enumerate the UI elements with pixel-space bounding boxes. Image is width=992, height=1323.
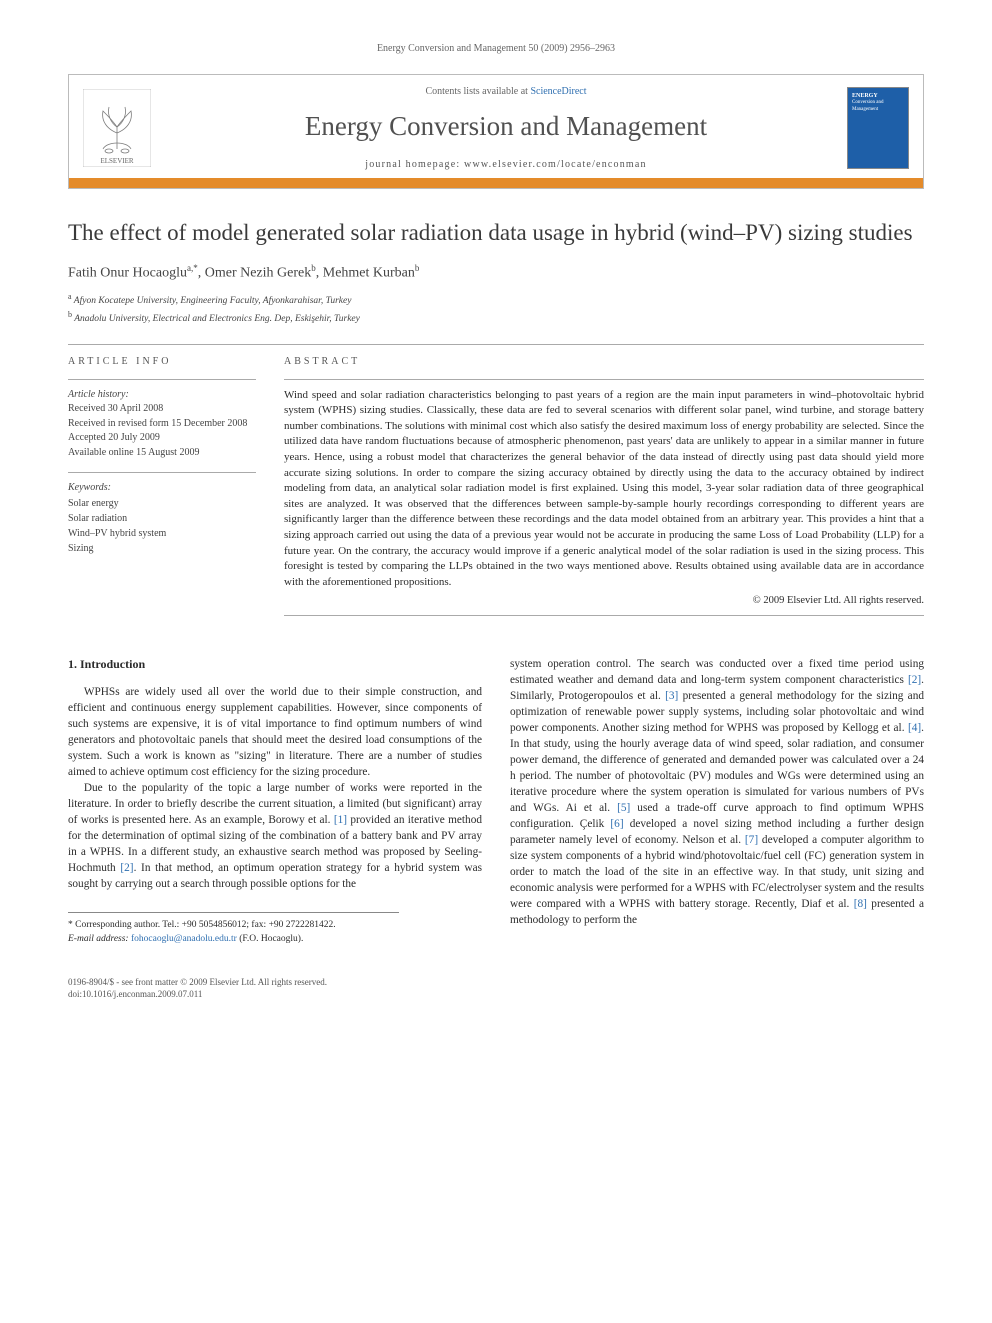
author-1: Fatih Onur Hocaoglu: [68, 265, 187, 280]
divider: [68, 344, 924, 345]
article-info-column: ARTICLE INFO Article history: Received 3…: [68, 355, 256, 624]
citation-link[interactable]: [3]: [665, 690, 678, 702]
sciencedirect-link[interactable]: ScienceDirect: [530, 86, 586, 97]
citation-link[interactable]: [4]: [908, 722, 921, 734]
body-two-column: 1. Introduction WPHSs are widely used al…: [68, 656, 924, 946]
citation-link[interactable]: [2]: [120, 862, 133, 874]
section-heading-1: 1. Introduction: [68, 656, 482, 672]
article-history: Article history: Received 30 April 2008 …: [68, 388, 256, 461]
contents-available: Contents lists available at ScienceDirec…: [165, 85, 847, 99]
elsevier-wordmark: ELSEVIER: [100, 157, 133, 165]
paragraph: Due to the popularity of the topic a lar…: [68, 780, 482, 892]
email-link[interactable]: fohocaoglu@anadolu.edu.tr: [131, 934, 237, 944]
abstract-copyright: © 2009 Elsevier Ltd. All rights reserved…: [284, 594, 924, 608]
journal-header: ELSEVIER Contents lists available at Sci…: [68, 74, 924, 189]
abstract-heading: ABSTRACT: [284, 355, 924, 369]
citation-link[interactable]: [7]: [745, 834, 758, 846]
header-accent-bar: [69, 178, 923, 188]
body-column-right: system operation control. The search was…: [510, 656, 924, 946]
elsevier-tree-logo: ELSEVIER: [83, 89, 151, 167]
citation-link[interactable]: [2]: [908, 674, 921, 686]
keywords-label: Keywords:: [68, 481, 256, 496]
article-info-heading: ARTICLE INFO: [68, 355, 256, 369]
article-title: The effect of model generated solar radi…: [68, 219, 924, 248]
corresponding-author: * Corresponding author. Tel.: +90 505485…: [68, 912, 399, 946]
author-list: Fatih Onur Hocaoglua,*, Omer Nezih Gerek…: [68, 262, 924, 284]
running-head: Energy Conversion and Management 50 (200…: [68, 42, 924, 56]
author-2: Omer Nezih Gerek: [205, 265, 312, 280]
journal-cover-thumb: ENERGY Conversion and Management: [847, 87, 909, 169]
citation-link[interactable]: [1]: [334, 814, 347, 826]
citation-link[interactable]: [6]: [610, 818, 623, 830]
journal-title: Energy Conversion and Management: [165, 108, 847, 144]
citation-link[interactable]: [8]: [854, 898, 867, 910]
paragraph: system operation control. The search was…: [510, 656, 924, 929]
keywords-list: Solar energy Solar radiation Wind–PV hyb…: [68, 496, 256, 556]
abstract-column: ABSTRACT Wind speed and solar radiation …: [284, 355, 924, 624]
body-column-left: 1. Introduction WPHSs are widely used al…: [68, 656, 482, 946]
paragraph: WPHSs are widely used all over the world…: [68, 684, 482, 780]
author-3: Mehmet Kurban: [323, 265, 415, 280]
abstract-text: Wind speed and solar radiation character…: [284, 388, 924, 591]
journal-homepage: journal homepage: www.elsevier.com/locat…: [165, 158, 847, 172]
footer: 0196-8904/$ - see front matter © 2009 El…: [68, 976, 924, 1000]
affiliations: a Afyon Kocatepe University, Engineering…: [68, 291, 924, 326]
citation-link[interactable]: [5]: [617, 802, 630, 814]
